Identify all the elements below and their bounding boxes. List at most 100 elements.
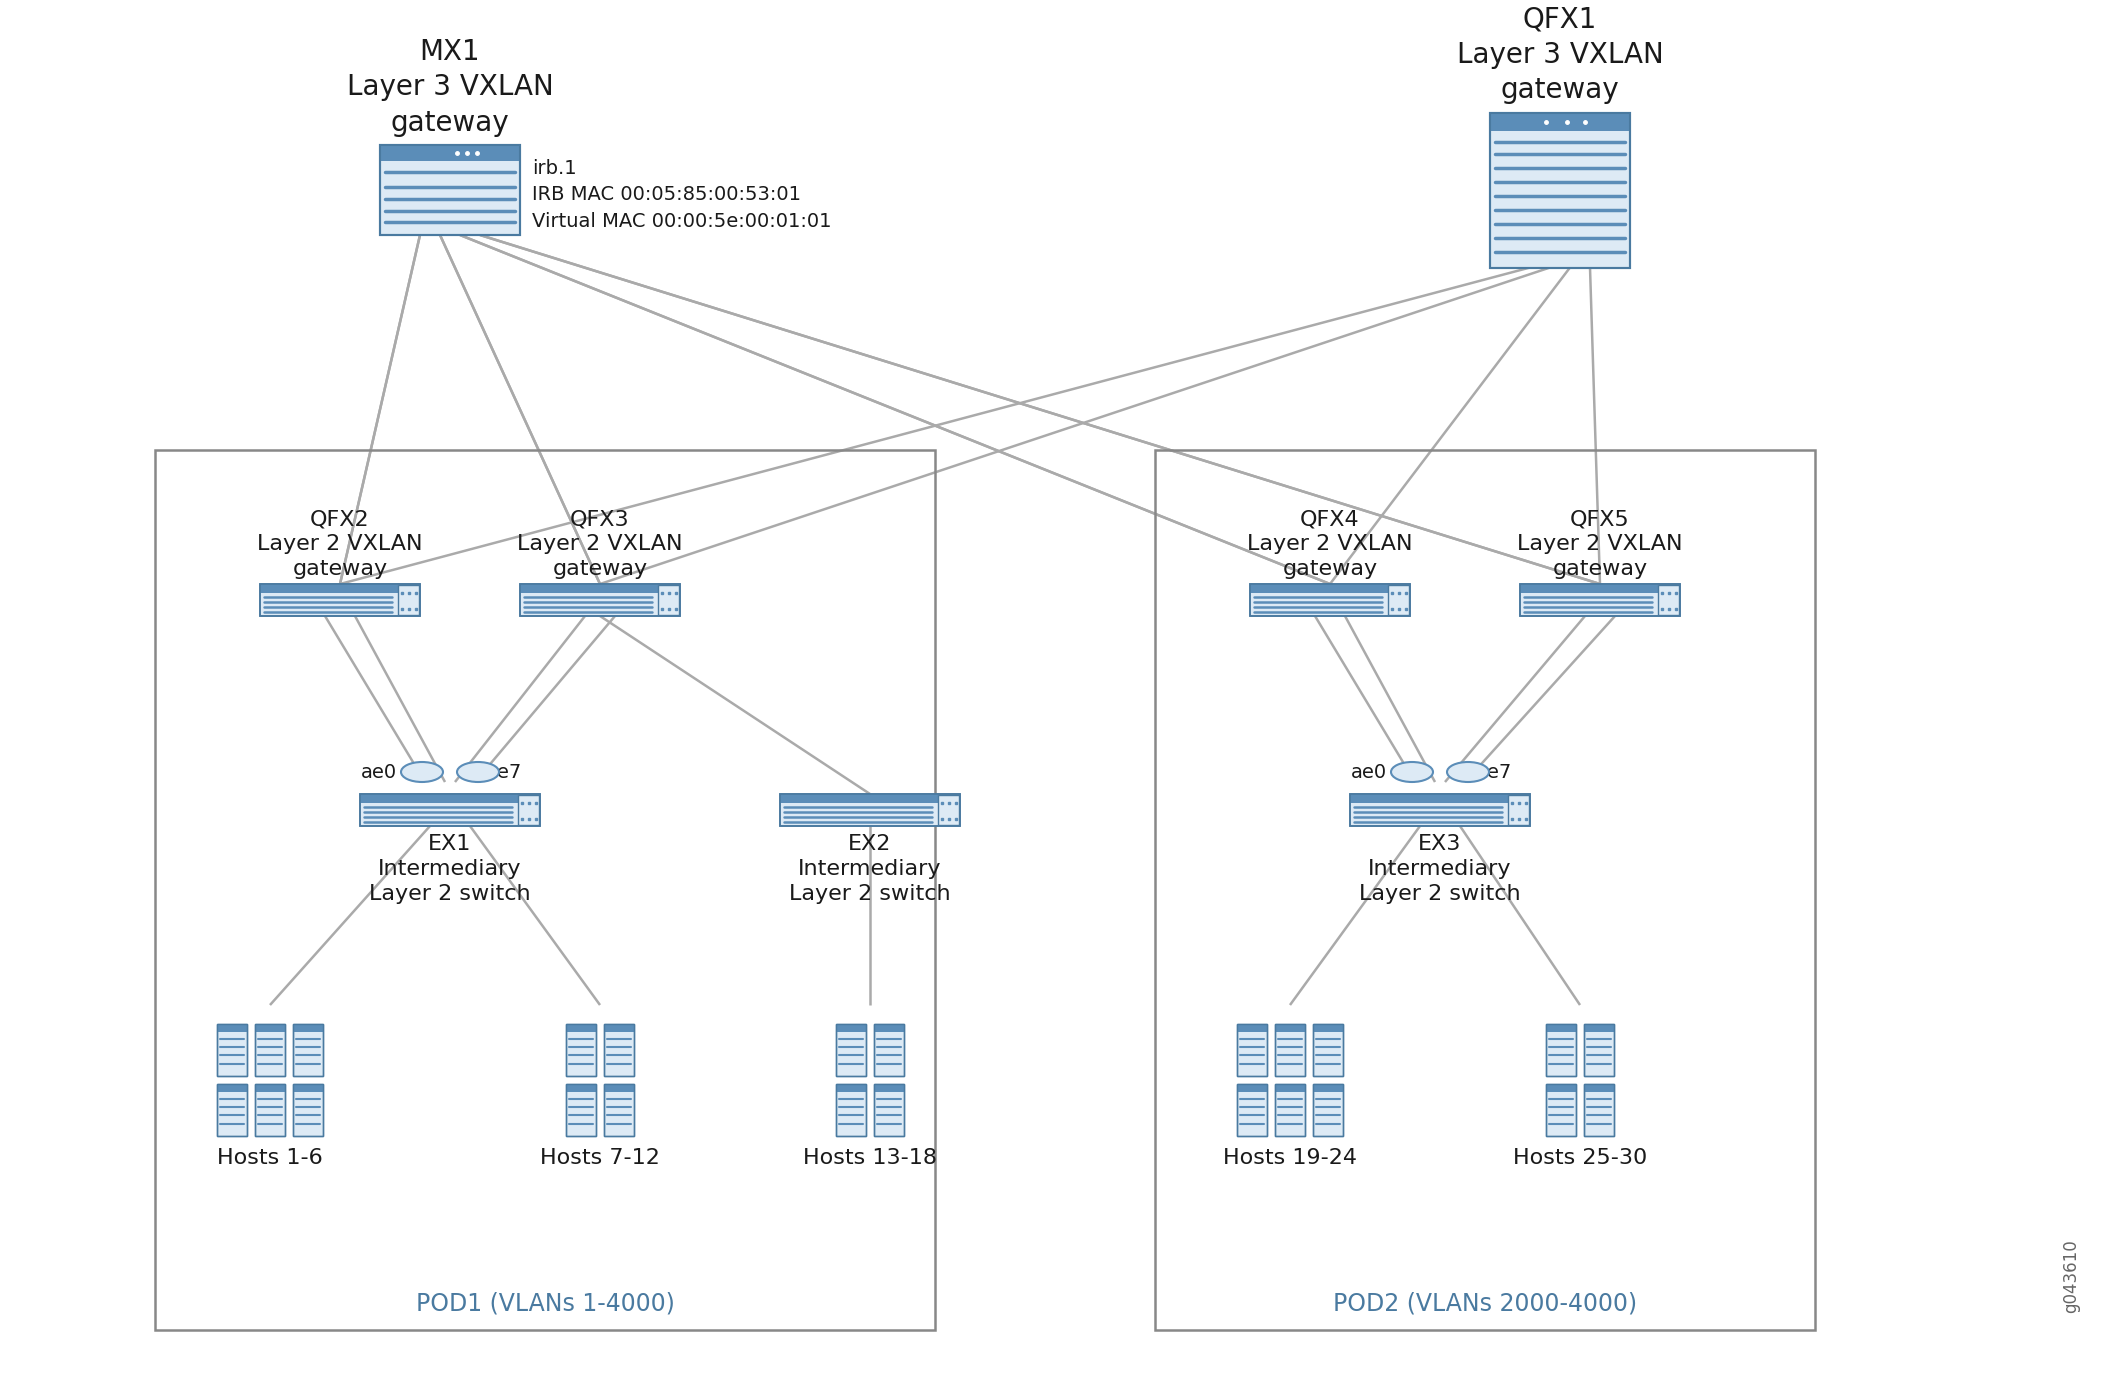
Text: Hosts 13-18: Hosts 13-18 — [803, 1148, 937, 1168]
Text: g043610: g043610 — [2061, 1240, 2080, 1312]
Bar — [1275, 1085, 1305, 1136]
Text: Hosts 7-12: Hosts 7-12 — [540, 1148, 660, 1168]
Bar — [874, 1085, 903, 1136]
Bar — [1519, 584, 1681, 616]
Bar — [1156, 450, 1815, 1330]
Bar — [254, 1085, 286, 1136]
Text: EX1
Intermediary
Layer 2 switch: EX1 Intermediary Layer 2 switch — [370, 833, 532, 903]
Bar — [836, 1085, 866, 1136]
Bar — [521, 584, 681, 616]
Bar — [216, 1025, 248, 1076]
Text: MX1
Layer 3 VXLAN
gateway: MX1 Layer 3 VXLAN gateway — [347, 38, 553, 137]
Bar — [1237, 1085, 1267, 1136]
Text: QFX3
Layer 2 VXLAN
gateway: QFX3 Layer 2 VXLAN gateway — [517, 510, 683, 579]
Bar — [603, 1085, 635, 1092]
Bar — [1237, 1085, 1267, 1092]
Bar — [254, 1025, 286, 1076]
Text: Hosts 1-6: Hosts 1-6 — [216, 1148, 324, 1168]
Bar — [836, 1085, 866, 1136]
Bar — [1313, 1085, 1343, 1136]
Bar — [399, 585, 418, 616]
Bar — [565, 1085, 597, 1136]
Bar — [380, 145, 521, 235]
Bar — [292, 1025, 324, 1076]
Bar — [874, 1085, 903, 1136]
Bar — [261, 584, 397, 593]
Bar — [292, 1085, 324, 1136]
Bar — [1490, 113, 1630, 268]
Text: QFX4
Layer 2 VXLAN
gateway: QFX4 Layer 2 VXLAN gateway — [1248, 510, 1412, 579]
Bar — [1313, 1085, 1343, 1092]
Bar — [1658, 585, 1679, 616]
Bar — [565, 1025, 597, 1076]
Bar — [1351, 794, 1530, 826]
Bar — [1275, 1025, 1305, 1032]
Bar — [1250, 584, 1387, 593]
Bar — [261, 584, 420, 616]
Bar — [874, 1025, 903, 1076]
Bar — [658, 585, 679, 616]
Text: irb.1
IRB MAC 00:05:85:00:53:01
Virtual MAC 00:00:5e:00:01:01: irb.1 IRB MAC 00:05:85:00:53:01 Virtual … — [532, 159, 832, 230]
Bar — [216, 1025, 248, 1076]
Bar — [603, 1025, 635, 1076]
Bar — [292, 1085, 324, 1092]
Bar — [1584, 1025, 1614, 1076]
Bar — [1389, 585, 1410, 616]
Bar — [874, 1085, 903, 1092]
Bar — [1237, 1025, 1267, 1032]
Bar — [1546, 1085, 1576, 1136]
Text: ae0: ae0 — [361, 762, 397, 782]
Bar — [261, 584, 420, 616]
Bar — [1584, 1085, 1614, 1136]
Bar — [565, 1085, 597, 1092]
Bar — [254, 1085, 286, 1092]
Bar — [216, 1085, 248, 1092]
Bar — [565, 1025, 597, 1032]
Bar — [1275, 1025, 1305, 1076]
Bar — [1351, 794, 1509, 803]
Bar — [1490, 113, 1630, 131]
Bar — [1275, 1025, 1305, 1076]
Bar — [779, 794, 937, 803]
Bar — [1250, 584, 1410, 616]
Bar — [292, 1085, 324, 1136]
Bar — [565, 1085, 597, 1136]
Bar — [1313, 1025, 1343, 1076]
Bar — [1584, 1085, 1614, 1136]
Text: EX3
Intermediary
Layer 2 switch: EX3 Intermediary Layer 2 switch — [1359, 833, 1521, 903]
Bar — [565, 1025, 597, 1076]
Bar — [779, 794, 960, 826]
Text: QFX5
Layer 2 VXLAN
gateway: QFX5 Layer 2 VXLAN gateway — [1517, 510, 1683, 579]
Bar — [254, 1025, 286, 1032]
Bar — [939, 794, 958, 825]
Text: ae7: ae7 — [485, 762, 523, 782]
Text: QFX1
Layer 3 VXLAN
gateway: QFX1 Layer 3 VXLAN gateway — [1456, 6, 1664, 105]
Bar — [254, 1085, 286, 1136]
Bar — [1313, 1085, 1343, 1136]
Bar — [359, 794, 540, 826]
Bar — [254, 1025, 286, 1076]
Bar — [1237, 1025, 1267, 1076]
Bar — [292, 1025, 324, 1032]
Bar — [779, 794, 960, 826]
Bar — [1490, 113, 1630, 268]
Bar — [1546, 1085, 1576, 1092]
Bar — [836, 1025, 866, 1076]
Bar — [1546, 1085, 1576, 1136]
Bar — [519, 794, 540, 825]
Bar — [1250, 584, 1410, 616]
Text: EX2
Intermediary
Layer 2 switch: EX2 Intermediary Layer 2 switch — [790, 833, 952, 903]
Bar — [1546, 1025, 1576, 1076]
Text: POD1 (VLANs 1-4000): POD1 (VLANs 1-4000) — [416, 1291, 674, 1315]
Bar — [874, 1025, 903, 1032]
Bar — [359, 794, 517, 803]
Bar — [1351, 794, 1530, 826]
Ellipse shape — [1448, 762, 1490, 782]
Bar — [1546, 1025, 1576, 1076]
Bar — [1546, 1025, 1576, 1032]
Bar — [1584, 1025, 1614, 1032]
Bar — [836, 1025, 866, 1076]
Text: POD2 (VLANs 2000-4000): POD2 (VLANs 2000-4000) — [1332, 1291, 1637, 1315]
Text: ae7: ae7 — [1477, 762, 1513, 782]
Bar — [216, 1025, 248, 1032]
